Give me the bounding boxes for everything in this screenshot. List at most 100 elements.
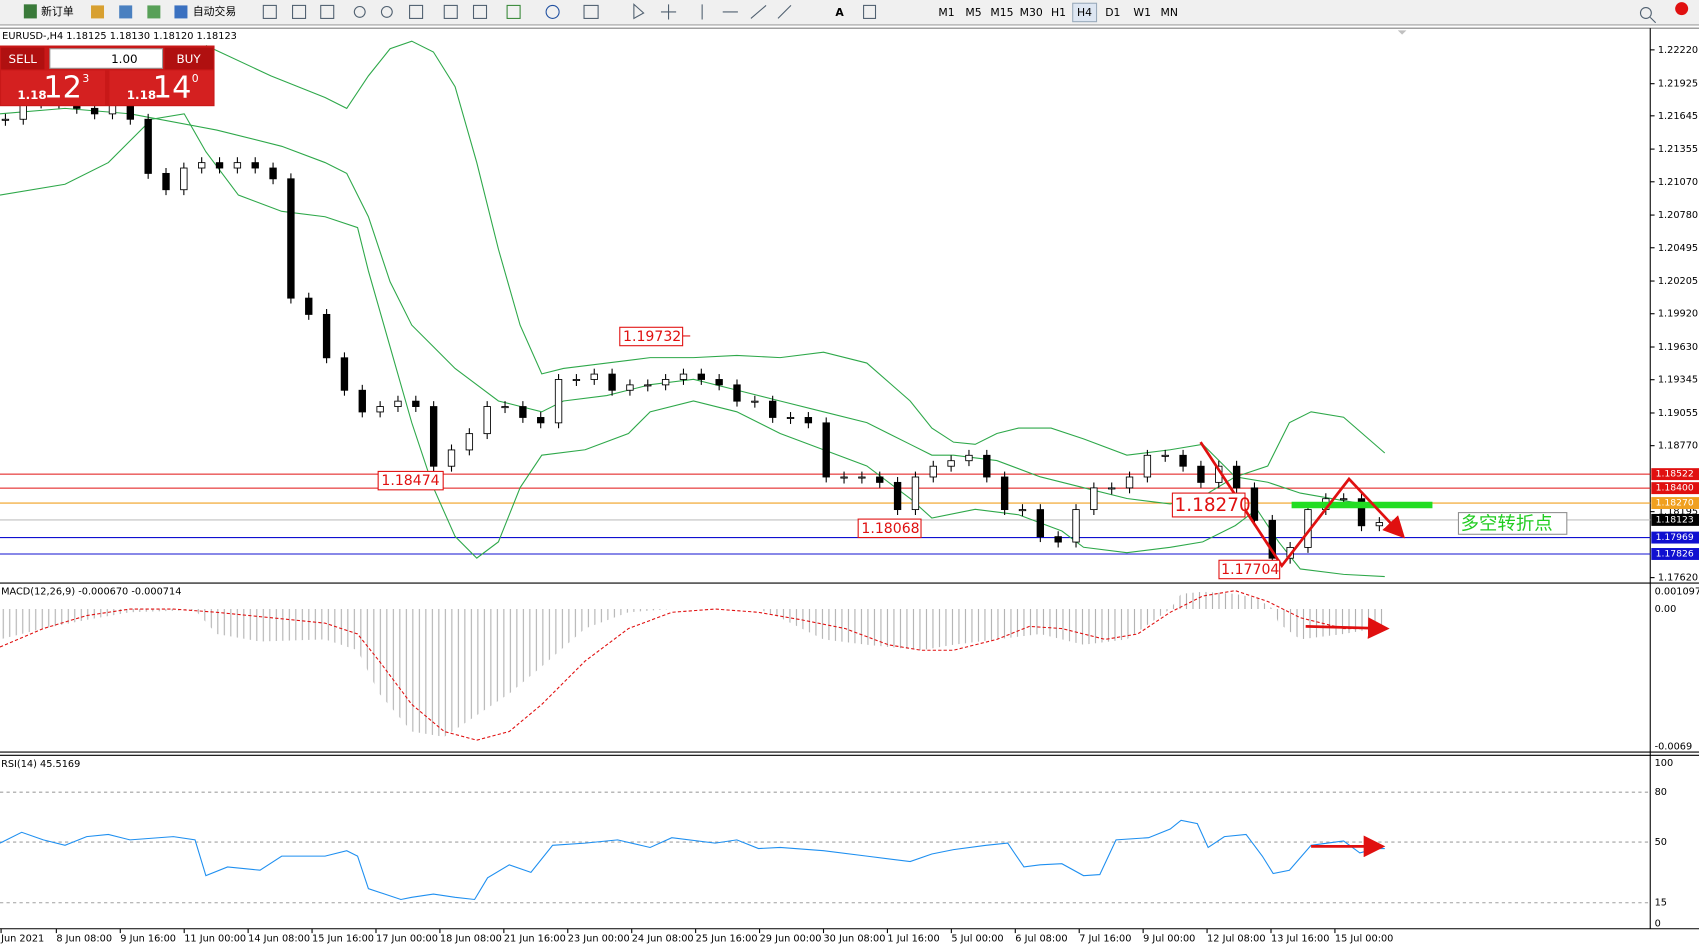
lot-value[interactable]: 1.00 <box>111 52 138 66</box>
candle-body <box>1 118 10 121</box>
time-tick-label: 12 Jul 08:00 <box>1207 933 1265 944</box>
icon[interactable] <box>701 4 792 20</box>
price-level-label: 1.18123 <box>1656 514 1694 525</box>
sell-price-box[interactable] <box>1 70 106 106</box>
icon[interactable] <box>583 4 599 19</box>
price-tick-label: 1.19630 <box>1658 342 1698 353</box>
price-level-label: 1.18270 <box>1656 498 1694 509</box>
sell-price-big[interactable]: 1.18 <box>17 88 46 102</box>
price-level-tag <box>1651 531 1699 544</box>
icon[interactable] <box>380 5 393 18</box>
icon[interactable] <box>320 4 335 19</box>
price-tick-label: 1.19920 <box>1658 309 1698 320</box>
price-tick-label: 1.22220 <box>1658 45 1698 56</box>
buy-button[interactable] <box>164 47 214 70</box>
icon[interactable] <box>292 4 307 19</box>
icon[interactable] <box>472 4 488 19</box>
icon[interactable] <box>545 4 560 19</box>
candle-body <box>1072 509 1080 543</box>
candle-body <box>751 400 759 403</box>
candle-body <box>305 297 313 315</box>
notification-badge <box>1675 2 1689 16</box>
icon[interactable] <box>506 4 521 19</box>
rsi-levels <box>0 791 1651 904</box>
price-level-label: 1.18400 <box>1656 483 1694 494</box>
candle-body <box>661 379 670 386</box>
annotation-box <box>1218 559 1281 580</box>
candle-body <box>679 373 688 380</box>
search-icon[interactable] <box>1639 7 1657 24</box>
candle-body <box>697 373 705 380</box>
buy-price-small[interactable]: 0 <box>192 72 199 85</box>
candle-body <box>269 167 277 180</box>
rsi-axis-label: 100 <box>1655 758 1674 769</box>
macd-histogram <box>0 591 1387 737</box>
bb-middle <box>0 107 1385 508</box>
timeframe-button[interactable]: M15 <box>990 6 1013 19</box>
icon[interactable] <box>660 4 677 20</box>
auto-trading-button[interactable]: 自动交易 <box>193 4 236 18</box>
candle-body <box>447 449 456 467</box>
lot-input[interactable] <box>49 48 164 69</box>
time-tick-label: 30 Jun 08:00 <box>823 933 885 944</box>
time-tick-label: 17 Jun 00:00 <box>376 933 438 944</box>
icon[interactable] <box>147 5 161 19</box>
timeframe-active[interactable] <box>1072 2 1098 23</box>
sell-price-small[interactable]: 3 <box>82 72 89 85</box>
icon[interactable] <box>119 5 133 19</box>
time-tick-label: 8 Jun 08:00 <box>56 933 112 944</box>
price-tick-label: 1.18770 <box>1658 441 1698 452</box>
timeframe-button[interactable]: M30 <box>1020 6 1043 19</box>
timeframe-button[interactable]: H4 <box>1077 6 1092 19</box>
icon[interactable] <box>633 3 645 20</box>
candle-body <box>1375 522 1384 527</box>
candle-body <box>840 476 848 479</box>
annotation: 1.19732 <box>623 329 681 345</box>
rsi-label: RSI(14) 45.5169 <box>1 759 80 770</box>
icon[interactable] <box>353 5 366 18</box>
annotations: 1.19732 1.18474 1.18068 1.18270 1.17704 … <box>377 326 1568 580</box>
candle-body <box>537 417 545 424</box>
timeframe-button[interactable]: W1 <box>1133 6 1151 19</box>
icon[interactable] <box>409 4 424 19</box>
timeframe-button[interactable]: M5 <box>965 6 981 19</box>
candle-body <box>287 178 295 299</box>
icon[interactable] <box>863 4 877 19</box>
auto-trading-icon[interactable] <box>174 5 188 19</box>
candle-body <box>768 400 777 418</box>
buy-label[interactable]: BUY <box>176 52 201 66</box>
candle-body <box>822 422 830 478</box>
new-order-button[interactable]: 新订单 <box>41 4 74 18</box>
time-tick-label: 24 Jun 08:00 <box>632 933 694 944</box>
macd-label: MACD(12,26,9) -0.000670 -0.000714 <box>1 587 181 598</box>
buy-price-big[interactable]: 1.18 <box>127 88 156 102</box>
icon[interactable] <box>443 4 458 19</box>
price-level-tag <box>1651 513 1699 526</box>
icon[interactable] <box>262 4 277 19</box>
rsi-axis-label: 15 <box>1655 898 1667 909</box>
one-click-panel: SELL 1.00 BUY 1.18 12 3 1.18 14 0 <box>0 45 215 107</box>
buy-price-box[interactable] <box>109 70 214 106</box>
macd-axis-label: -0.0069 <box>1655 742 1693 753</box>
sell-button[interactable] <box>1 47 45 70</box>
timeframe-bar: M1 M5 M15 M30 H1 H4 D1 W1 MN <box>938 2 1178 23</box>
timeframe-button[interactable]: MN <box>1160 6 1177 19</box>
timeframe-button[interactable]: M1 <box>938 6 954 19</box>
text-tool-icon[interactable]: A <box>835 6 844 19</box>
price-tick-label: 1.20780 <box>1658 210 1698 221</box>
price-tick-label: 1.17620 <box>1658 573 1698 584</box>
timeframe-button[interactable]: D1 <box>1105 6 1120 19</box>
new-order-icon[interactable] <box>23 4 37 19</box>
chart-header: EURUSD-,H4 1.18125 1.18130 1.18120 1.181… <box>2 31 237 42</box>
sell-price-main[interactable]: 12 <box>43 70 82 105</box>
timeframe-button[interactable]: H1 <box>1051 6 1066 19</box>
buy-price-main[interactable]: 14 <box>153 70 192 105</box>
time-tick-label: 18 Jun 08:00 <box>440 933 502 944</box>
candle-body <box>90 107 99 115</box>
icon[interactable] <box>91 5 105 19</box>
time-tick-label: Jun 2021 <box>0 933 44 944</box>
rsi-line <box>0 819 1385 901</box>
sell-label[interactable]: SELL <box>9 52 38 66</box>
candle-body <box>1232 465 1241 489</box>
